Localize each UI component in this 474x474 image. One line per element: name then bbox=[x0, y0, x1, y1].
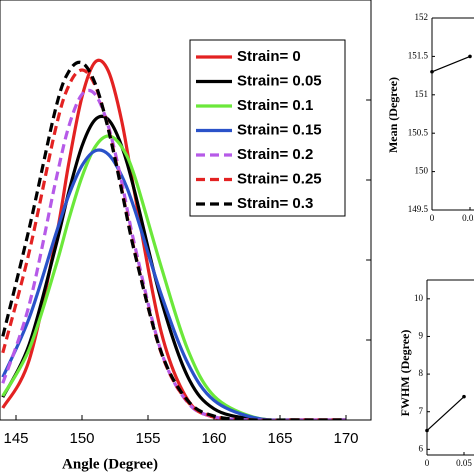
y-tick-label: 149.5 bbox=[408, 204, 429, 214]
legend-label: Strain= 0.2 bbox=[237, 146, 313, 163]
y-tick-label: 9 bbox=[419, 331, 424, 341]
main-frame bbox=[0, 0, 372, 421]
x-tick-label: 165 bbox=[267, 430, 292, 447]
y-tick-label: 10 bbox=[414, 293, 424, 303]
y-tick-label: 151.5 bbox=[408, 50, 429, 60]
legend-label: Strain= 0 bbox=[237, 48, 301, 65]
x-tick-label: 150 bbox=[69, 430, 94, 447]
series-line bbox=[1, 88, 346, 420]
legend-label: Strain= 0.1 bbox=[237, 97, 313, 114]
legend-label: Strain= 0.25 bbox=[237, 170, 322, 187]
x-tick-label: 0 bbox=[425, 458, 430, 468]
y-tick-label: 7 bbox=[419, 406, 424, 416]
legend-label: Strain= 0.05 bbox=[237, 72, 322, 89]
legend-label: Strain= 0.3 bbox=[237, 195, 313, 212]
series-line bbox=[426, 396, 465, 431]
x-tick-label: 0 bbox=[430, 213, 435, 223]
x-tick-label: 170 bbox=[333, 430, 358, 447]
x-axis-label: Angle (Degree) bbox=[62, 456, 158, 472]
point bbox=[462, 394, 466, 399]
y-tick-label: 151 bbox=[415, 89, 429, 99]
y-axis-label: Mean (Degree) bbox=[386, 77, 400, 153]
y-tick-label: 150.5 bbox=[408, 127, 429, 137]
x-tick-label: 0.05 bbox=[456, 458, 472, 468]
series-line bbox=[1, 60, 346, 420]
series-line bbox=[1, 68, 346, 420]
x-tick-label: 155 bbox=[135, 430, 160, 447]
y-tick-label: 8 bbox=[419, 368, 424, 378]
y-axis-label: FWHM (Degree) bbox=[398, 330, 412, 417]
x-tick-label: 160 bbox=[201, 430, 226, 447]
point bbox=[430, 69, 434, 74]
y-tick-label: 6 bbox=[419, 443, 424, 453]
series-line bbox=[1, 148, 346, 420]
legend-label: Strain= 0.15 bbox=[237, 121, 322, 138]
point bbox=[425, 428, 429, 433]
x-tick-label: 145 bbox=[3, 430, 28, 447]
series-line bbox=[431, 55, 471, 73]
y-tick-label: 152 bbox=[415, 12, 429, 22]
y-tick-label: 150 bbox=[415, 166, 429, 176]
point bbox=[468, 54, 472, 59]
main-plot bbox=[1, 58, 346, 420]
x-tick-label: 0.05 bbox=[462, 213, 474, 223]
legend-box bbox=[189, 39, 346, 217]
